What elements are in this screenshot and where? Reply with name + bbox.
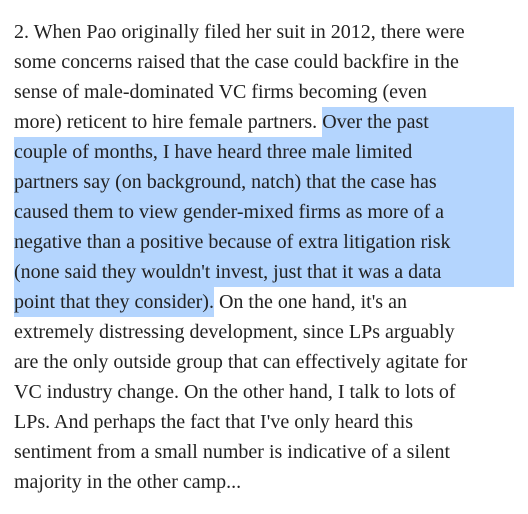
highlighted-text: couple of months, I have heard three mal… — [14, 137, 514, 167]
text-line: 2. When Pao originally filed her suit in… — [14, 17, 514, 47]
text-line: some concerns raised that the case could… — [14, 47, 514, 77]
text: some concerns raised that the case could… — [14, 51, 459, 73]
text-line: (none said they wouldn't invest, just th… — [14, 257, 514, 287]
highlighted-text: negative than a positive because of extr… — [14, 227, 514, 257]
text-line: caused them to view gender-mixed firms a… — [14, 197, 514, 227]
text-line: LPs. And perhaps the fact that I've only… — [14, 407, 514, 437]
text-line: more) reticent to hire female partners. O… — [14, 107, 514, 137]
text: extremely distressing development, since… — [14, 321, 455, 343]
text: sense of male-dominated VC firms becomin… — [14, 81, 427, 103]
highlighted-text: Over the past — [322, 107, 514, 137]
text: are the only outside group that can effe… — [14, 351, 468, 373]
text-line: partners say (on background, natch) that… — [14, 167, 514, 197]
text-line: extremely distressing development, since… — [14, 317, 514, 347]
text-line: point that they consider). On the one han… — [14, 287, 514, 317]
text: sentiment from a small number is indicat… — [14, 441, 451, 463]
text: more) reticent to hire female partners. — [14, 111, 318, 133]
text-line: are the only outside group that can effe… — [14, 347, 514, 377]
text: VC industry change. On the other hand, I… — [14, 381, 456, 403]
text-line: VC industry change. On the other hand, I… — [14, 377, 514, 407]
text: 2. When Pao originally filed her suit in… — [14, 21, 465, 43]
highlighted-text: point that they consider). — [14, 287, 214, 317]
highlighted-text: caused them to view gender-mixed firms a… — [14, 197, 514, 227]
highlighted-text: partners say (on background, natch) that… — [14, 167, 514, 197]
text: LPs. And perhaps the fact that I've only… — [14, 411, 414, 433]
text: majority in the other camp... — [14, 471, 242, 493]
text-line: majority in the other camp... — [14, 467, 514, 497]
text-line: couple of months, I have heard three mal… — [14, 137, 514, 167]
text-line: sentiment from a small number is indicat… — [14, 437, 514, 467]
text-line: sense of male-dominated VC firms becomin… — [14, 77, 514, 107]
text: On the one hand, it's an — [218, 291, 407, 313]
highlighted-text: (none said they wouldn't invest, just th… — [14, 257, 514, 287]
text-line: negative than a positive because of extr… — [14, 227, 514, 257]
